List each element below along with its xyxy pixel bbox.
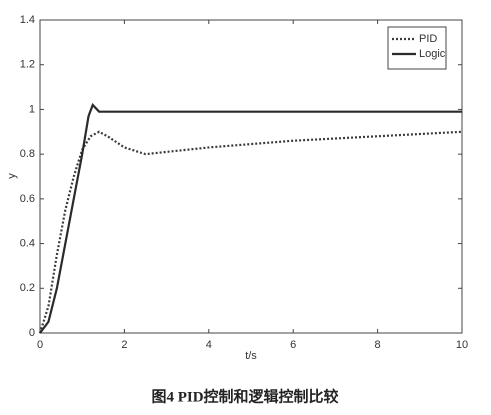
line-series: [38, 130, 463, 334]
y-tick-label: 1.2: [20, 59, 35, 71]
y-tick-label: 0.2: [20, 282, 35, 294]
legend-label: PID: [419, 33, 437, 45]
x-tick-label: 4: [206, 339, 212, 351]
x-tick-label: 8: [375, 339, 381, 351]
y-tick-label: 0.8: [20, 148, 35, 160]
y-tick-label: 0.6: [20, 193, 35, 205]
x-tick-label: 2: [121, 339, 127, 351]
y-tick-label: 0: [29, 327, 35, 339]
x-tick-label: 0: [37, 339, 43, 351]
y-axis-label: y: [6, 173, 18, 179]
caption: 图4 PID控制和逻辑控制比较: [151, 387, 338, 405]
y-tick-label: 1.4: [20, 14, 35, 26]
y-tick-label: 1: [29, 103, 35, 115]
x-axis-label: t/s: [245, 350, 257, 362]
plot-area: [39, 19, 463, 334]
line-series: [39, 102, 462, 334]
x-tick-label: 6: [290, 339, 296, 351]
legend-label: Logic: [419, 48, 446, 60]
legend: [387, 26, 447, 70]
x-tick-label: 10: [456, 339, 468, 351]
y-tick-label: 0.4: [20, 237, 35, 249]
